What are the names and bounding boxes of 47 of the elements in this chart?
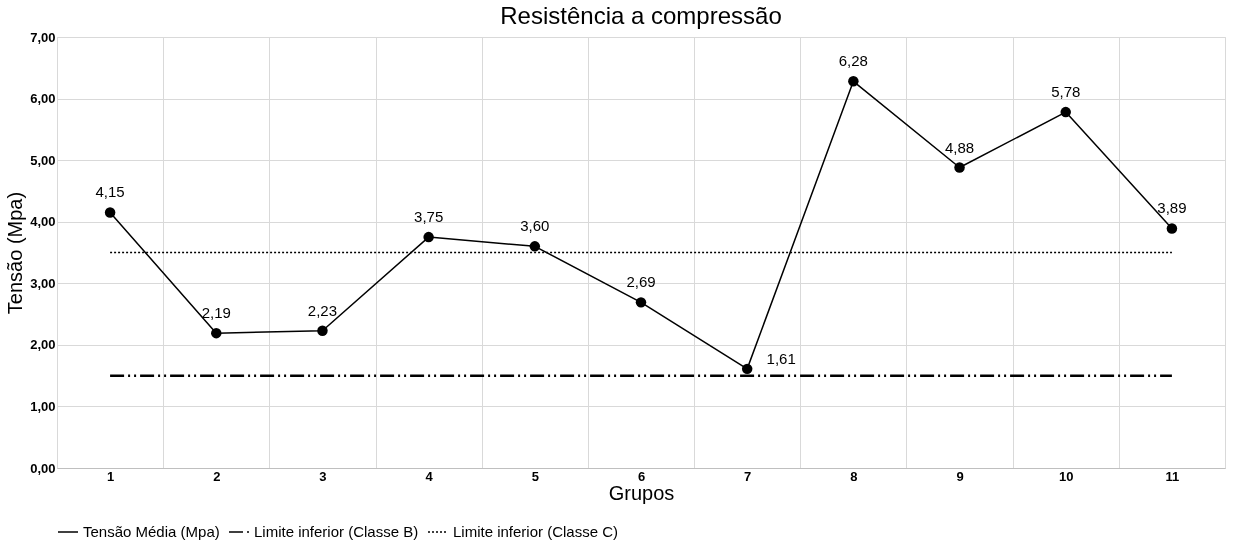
point <box>317 325 328 336</box>
point <box>848 76 859 87</box>
data-label: 2,19 <box>201 304 231 322</box>
x-tick-label: 5 <box>531 468 539 484</box>
y-tick-label: 1,00 <box>30 398 56 414</box>
x-axis-title: Grupos <box>608 481 675 504</box>
y-tick-label: 3,00 <box>30 275 56 291</box>
legend-label: Limite inferior (Classe B) <box>254 523 419 540</box>
y-tick-label: 4,00 <box>30 214 56 230</box>
data-label: 2,23 <box>307 301 338 319</box>
x-tick-label: 8 <box>850 468 858 484</box>
data-label: 2,69 <box>626 273 656 291</box>
y-tick-label: 2,00 <box>30 337 56 353</box>
point <box>954 162 965 173</box>
data-label: 4,88 <box>944 138 975 156</box>
data-label: 3,75 <box>414 208 444 226</box>
x-tick-label: 11 <box>1165 468 1180 484</box>
point <box>1060 106 1071 118</box>
y-axis-title: Tensão (Mpa) <box>4 191 27 315</box>
y-tick-label: 6,00 <box>30 91 56 107</box>
x-tick-label: 9 <box>956 468 964 484</box>
point <box>741 363 753 375</box>
x-tick-label: 7 <box>744 468 752 484</box>
x-tick-label: 10 <box>1058 468 1074 484</box>
point <box>104 207 116 218</box>
data-label: 4,15 <box>95 183 125 201</box>
data-label: 1,61 <box>766 349 796 367</box>
y-tick-label: 7,00 <box>30 29 56 45</box>
chart-title: Resistência a compressão <box>500 2 782 29</box>
x-tick-label: 6 <box>637 468 646 484</box>
legend-label: Limite inferior (Classe C) <box>453 523 619 540</box>
x-tick-label: 4 <box>425 468 434 484</box>
data-label: 3,89 <box>1157 199 1187 217</box>
x-tick-label: 2 <box>213 468 221 484</box>
point <box>635 297 647 308</box>
data-label: 3,60 <box>520 217 550 235</box>
point <box>423 231 434 243</box>
data-label: 5,78 <box>1051 83 1081 101</box>
x-tick-label: 1 <box>106 468 115 484</box>
point <box>1166 223 1178 234</box>
y-tick-label: 5,00 <box>30 152 56 168</box>
data-label: 6,28 <box>838 52 868 70</box>
point <box>211 327 222 339</box>
point <box>529 241 541 252</box>
x-tick-label: 3 <box>319 468 327 484</box>
legend-label: Tensão Média (Mpa) <box>83 523 220 540</box>
y-tick-label: 0,00 <box>30 460 56 476</box>
